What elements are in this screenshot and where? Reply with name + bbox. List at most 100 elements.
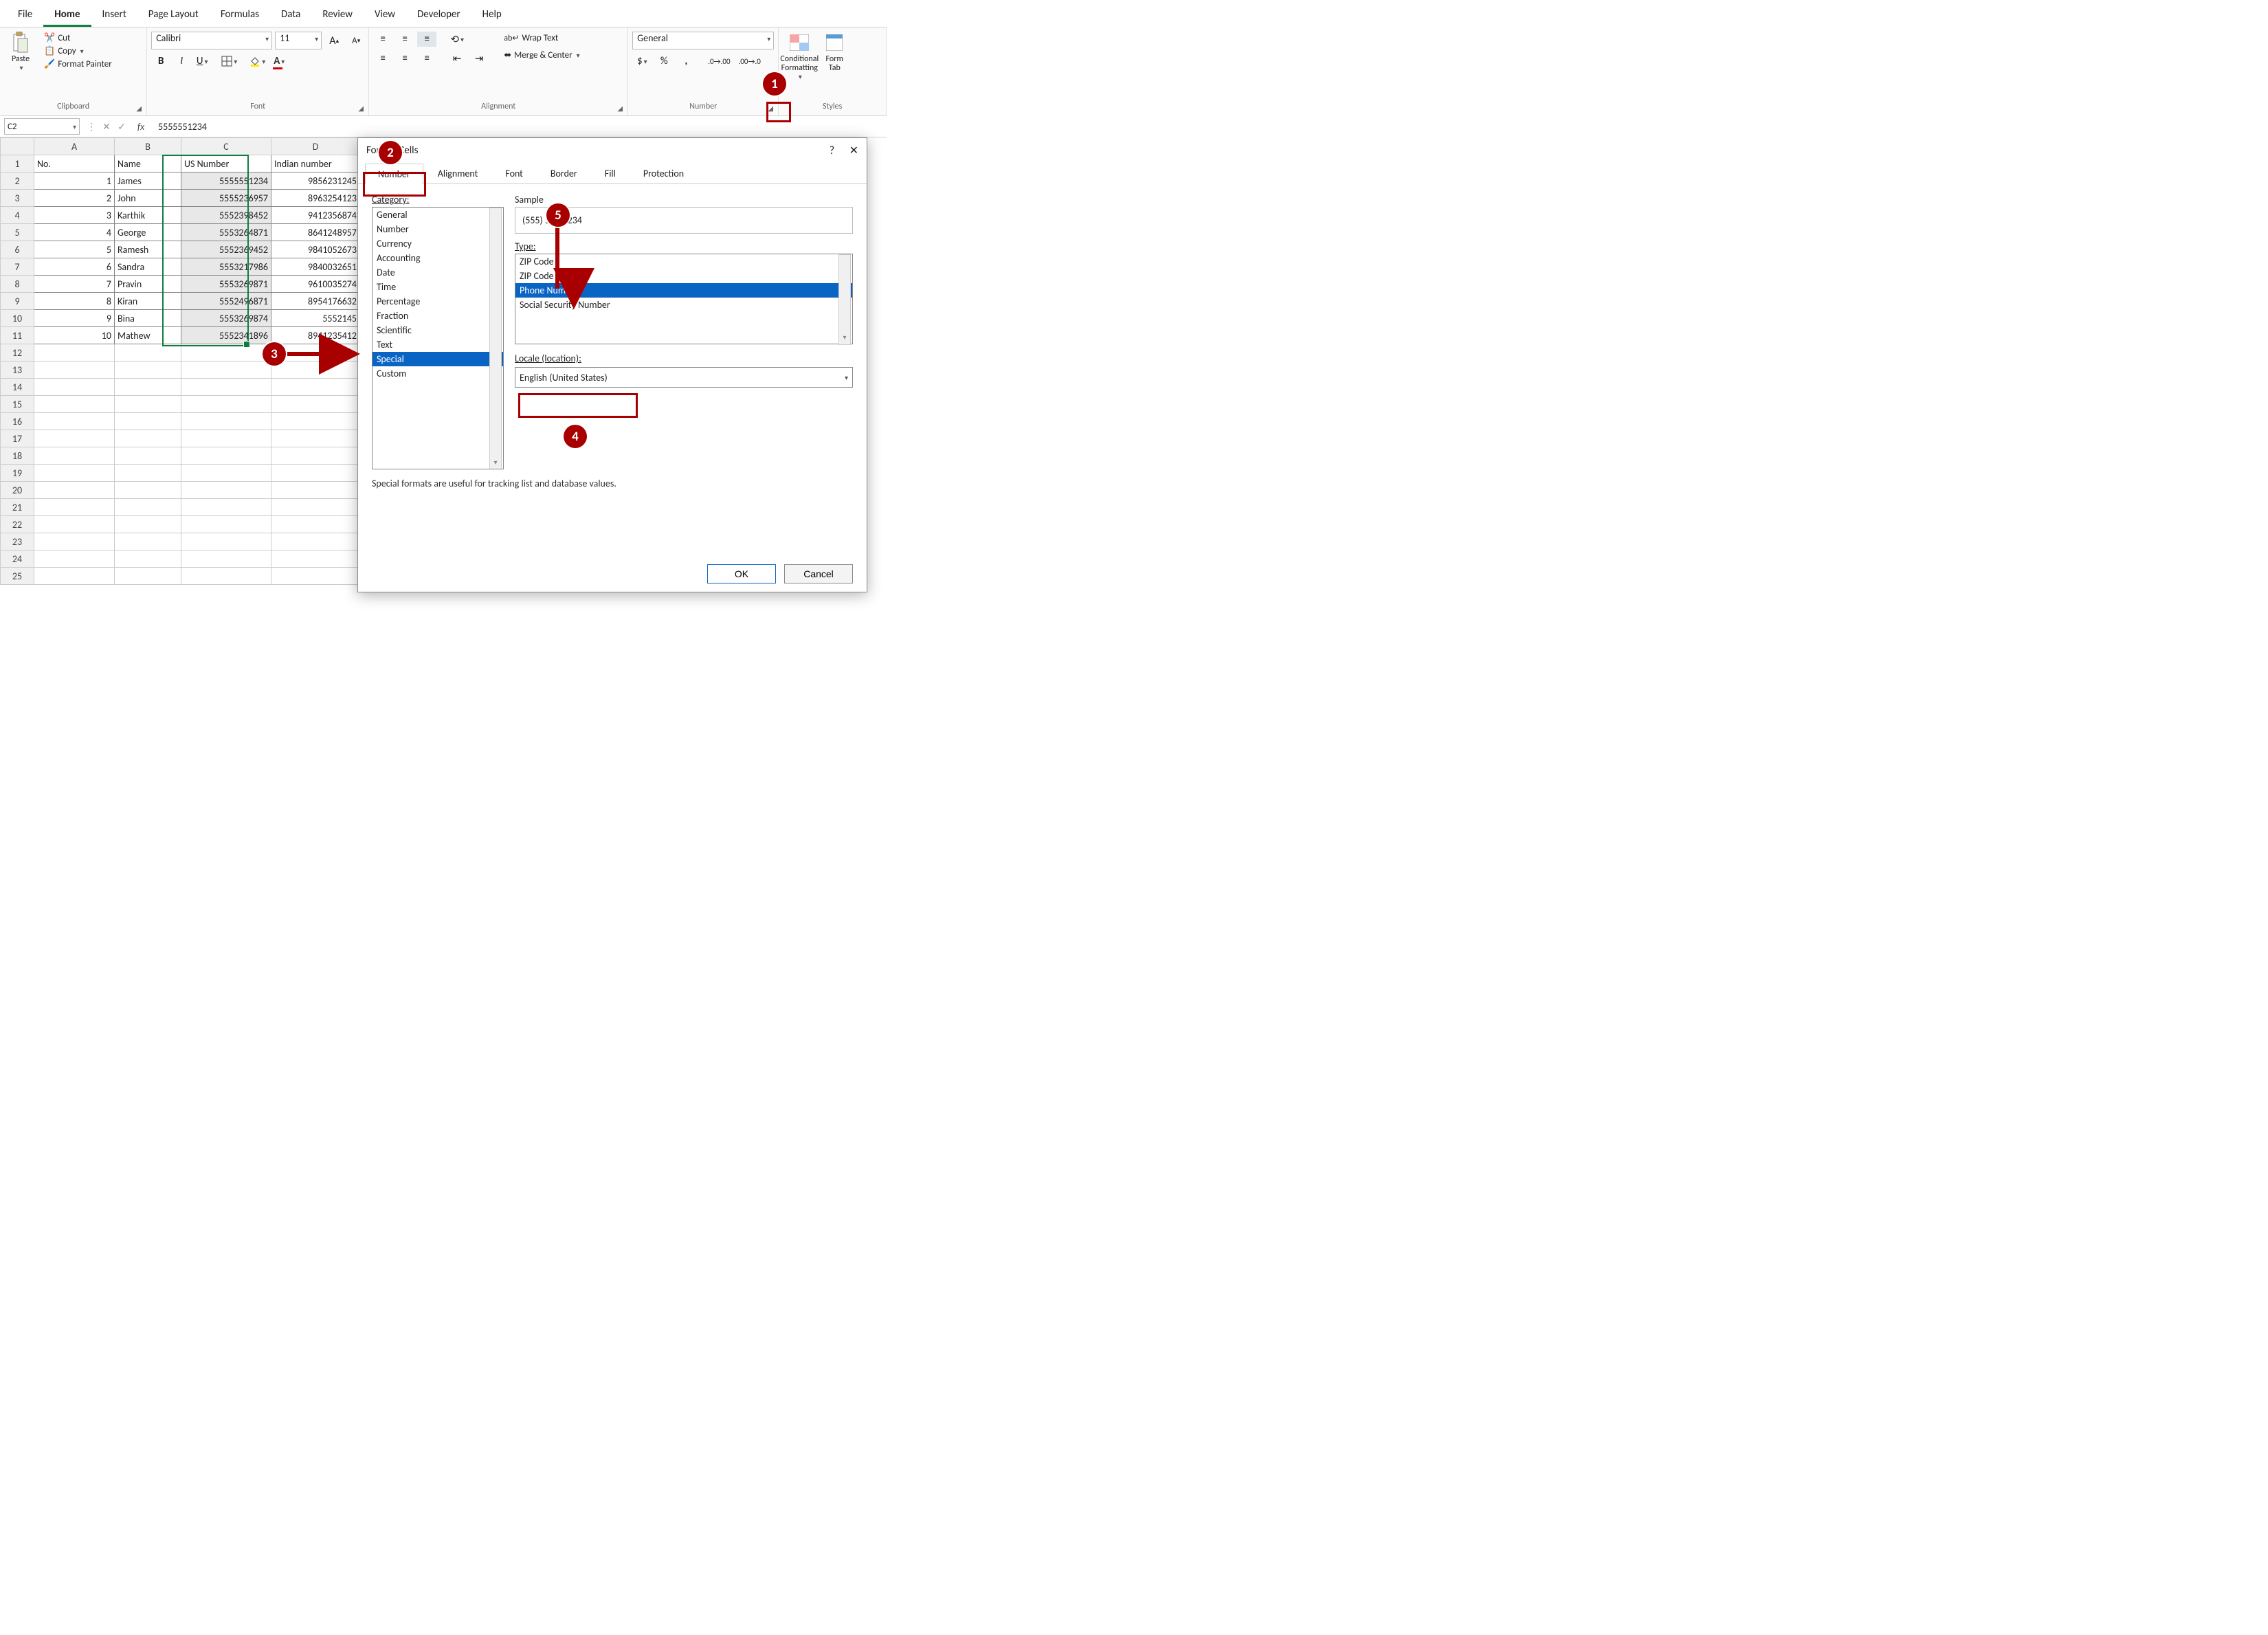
dialog-tab-font[interactable]: Font xyxy=(492,163,536,183)
format-painter-button[interactable]: 🖌️Format Painter xyxy=(41,58,115,71)
accounting-format-icon[interactable]: $ xyxy=(632,54,652,69)
increase-font-icon[interactable]: A▴ xyxy=(324,33,344,48)
row-header-23[interactable]: 23 xyxy=(1,533,34,550)
font-size-select[interactable]: 11 xyxy=(275,32,322,49)
scroll-down-icon[interactable]: ▾ xyxy=(493,458,497,467)
ribbon-tab-file[interactable]: File xyxy=(7,4,43,27)
align-center-icon[interactable]: ≡ xyxy=(395,51,414,66)
ribbon-tab-help[interactable]: Help xyxy=(471,4,513,27)
category-number[interactable]: Number xyxy=(373,222,503,236)
increase-indent-icon[interactable]: ⇥ xyxy=(469,51,489,66)
row-header-12[interactable]: 12 xyxy=(1,344,34,362)
align-middle-icon[interactable]: ≡ xyxy=(395,32,414,47)
name-box[interactable]: C2▾ xyxy=(4,118,80,135)
category-fraction[interactable]: Fraction xyxy=(373,309,503,323)
ribbon-tab-home[interactable]: Home xyxy=(43,4,91,27)
enter-formula-icon[interactable]: ✓ xyxy=(114,121,129,133)
row-header-1[interactable]: 1 xyxy=(1,155,34,173)
dialog-tab-alignment[interactable]: Alignment xyxy=(425,163,491,183)
orientation-icon[interactable]: ⟲ xyxy=(447,32,467,47)
category-list[interactable]: GeneralNumberCurrencyAccountingDateTimeP… xyxy=(372,207,504,469)
decrease-font-icon[interactable]: A▾ xyxy=(346,33,366,48)
conditional-formatting-button[interactable]: Conditional Formatting xyxy=(783,32,816,82)
row-header-18[interactable]: 18 xyxy=(1,447,34,465)
italic-button[interactable]: I xyxy=(172,54,191,69)
align-right-icon[interactable]: ≡ xyxy=(417,51,436,66)
row-header-5[interactable]: 5 xyxy=(1,224,34,241)
decrease-indent-icon[interactable]: ⇤ xyxy=(447,51,467,66)
row-header-24[interactable]: 24 xyxy=(1,550,34,568)
category-scientific[interactable]: Scientific xyxy=(373,323,503,337)
cond-fmt-dropdown-icon[interactable] xyxy=(797,73,802,82)
dialog-tab-protection[interactable]: Protection xyxy=(630,163,697,183)
percent-format-icon[interactable]: % xyxy=(654,54,674,69)
ribbon-tab-review[interactable]: Review xyxy=(311,4,364,27)
row-header-6[interactable]: 6 xyxy=(1,241,34,258)
align-left-icon[interactable]: ≡ xyxy=(373,51,392,66)
col-header-A[interactable]: A xyxy=(34,138,115,155)
help-icon[interactable]: ? xyxy=(830,144,834,157)
locale-dropdown-icon[interactable]: ▾ xyxy=(845,373,848,382)
cancel-button[interactable]: Cancel xyxy=(784,564,853,583)
row-header-2[interactable]: 2 xyxy=(1,173,34,190)
dialog-tab-fill[interactable]: Fill xyxy=(592,163,629,183)
col-header-D[interactable]: D xyxy=(271,138,360,155)
category-special[interactable]: Special xyxy=(373,352,503,366)
font-name-select[interactable]: Calibri xyxy=(151,32,272,49)
col-header-C[interactable]: C xyxy=(181,138,271,155)
comma-format-icon[interactable]: , xyxy=(676,54,696,69)
ribbon-tab-data[interactable]: Data xyxy=(270,4,311,27)
locale-select[interactable]: English (United States)▾ xyxy=(515,367,853,388)
format-table-button[interactable]: Form Tab xyxy=(820,32,849,73)
category-custom[interactable]: Custom xyxy=(373,366,503,381)
bold-button[interactable]: B xyxy=(151,54,170,69)
ribbon-tab-insert[interactable]: Insert xyxy=(91,4,137,27)
row-header-8[interactable]: 8 xyxy=(1,276,34,293)
category-general[interactable]: General xyxy=(373,208,503,222)
clipboard-launcher-icon[interactable]: ◢ xyxy=(134,103,144,113)
row-header-4[interactable]: 4 xyxy=(1,207,34,224)
row-header-9[interactable]: 9 xyxy=(1,293,34,310)
paste-dropdown-icon[interactable] xyxy=(18,64,23,73)
cancel-formula-icon[interactable]: ✕ xyxy=(99,121,114,133)
row-header-16[interactable]: 16 xyxy=(1,413,34,430)
category-text[interactable]: Text xyxy=(373,337,503,352)
row-header-17[interactable]: 17 xyxy=(1,430,34,447)
category-date[interactable]: Date xyxy=(373,265,503,280)
increase-decimal-icon[interactable]: .0→.00 xyxy=(705,54,733,69)
fill-color-button[interactable] xyxy=(247,54,268,69)
copy-button[interactable]: 📋Copy xyxy=(41,45,115,58)
alignment-launcher-icon[interactable]: ◢ xyxy=(615,103,625,113)
row-header-21[interactable]: 21 xyxy=(1,499,34,516)
dialog-tab-border[interactable]: Border xyxy=(537,163,590,183)
merge-dropdown-icon[interactable] xyxy=(575,50,580,60)
wrap-text-button[interactable]: ab↵Wrap Text xyxy=(501,32,582,45)
name-box-dropdown-icon[interactable]: ▾ xyxy=(73,122,76,131)
row-header-25[interactable]: 25 xyxy=(1,568,34,585)
formula-bar[interactable]: 5555551234 xyxy=(153,121,887,133)
copy-dropdown-icon[interactable] xyxy=(79,46,84,56)
row-header-15[interactable]: 15 xyxy=(1,396,34,413)
scrollbar[interactable]: ▾ xyxy=(489,208,502,469)
decrease-decimal-icon[interactable]: .00→.0 xyxy=(736,54,764,69)
row-header-11[interactable]: 11 xyxy=(1,327,34,344)
scroll-down-icon[interactable]: ▾ xyxy=(843,333,846,342)
row-header-13[interactable]: 13 xyxy=(1,362,34,379)
ribbon-tab-view[interactable]: View xyxy=(364,4,406,27)
row-header-3[interactable]: 3 xyxy=(1,190,34,207)
category-accounting[interactable]: Accounting xyxy=(373,251,503,265)
ribbon-tab-developer[interactable]: Developer xyxy=(406,4,471,27)
fill-handle[interactable] xyxy=(243,341,250,348)
ribbon-tab-page-layout[interactable]: Page Layout xyxy=(137,4,210,27)
row-header-19[interactable]: 19 xyxy=(1,465,34,482)
row-header-10[interactable]: 10 xyxy=(1,310,34,327)
number-launcher-icon[interactable]: ◢ xyxy=(766,103,775,113)
borders-button[interactable] xyxy=(219,54,240,69)
col-header-B[interactable]: B xyxy=(115,138,181,155)
fx-icon[interactable]: fx xyxy=(133,121,148,133)
font-color-button[interactable]: A xyxy=(269,54,289,69)
row-header-7[interactable]: 7 xyxy=(1,258,34,276)
close-icon[interactable]: ✕ xyxy=(849,144,858,157)
ok-button[interactable]: OK xyxy=(707,564,776,583)
cut-button[interactable]: ✂️Cut xyxy=(41,32,115,45)
